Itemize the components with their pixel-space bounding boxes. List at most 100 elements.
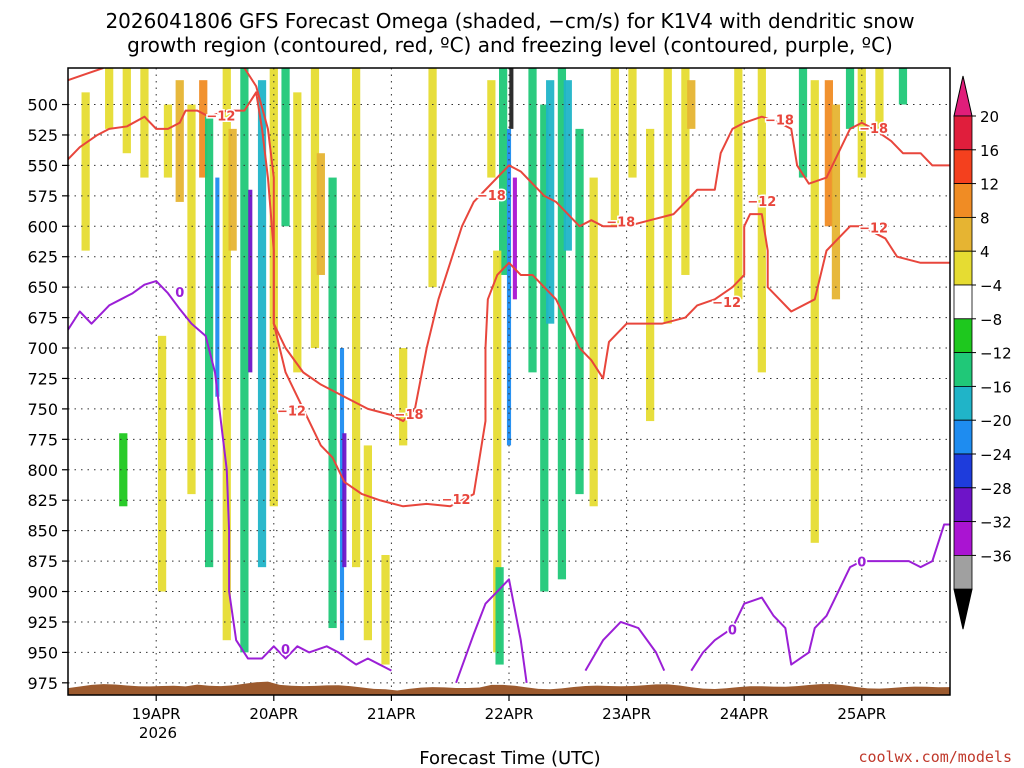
omega-band xyxy=(310,68,320,349)
omega-band xyxy=(610,68,619,227)
omega-band xyxy=(399,348,408,446)
freezing-level-label: 0 xyxy=(728,623,737,638)
dgz-contour-label: −18 xyxy=(477,189,506,204)
freezing-level-label: 0 xyxy=(857,555,866,570)
y-tick-label: 925 xyxy=(27,613,58,632)
y-tick-label: 825 xyxy=(27,491,58,510)
omega-band xyxy=(495,567,504,665)
colorbar-label: −4 xyxy=(980,277,1002,295)
x-axis-label: Forecast Time (UTC) xyxy=(419,748,600,768)
dgz-contour-line xyxy=(68,91,950,508)
omega-band xyxy=(140,68,149,178)
x-tick-label: 19APR xyxy=(132,705,181,723)
y-tick-label: 725 xyxy=(27,369,58,388)
omega-band xyxy=(487,80,496,178)
freezing-level-line xyxy=(690,523,950,672)
omega-band xyxy=(687,80,696,129)
omega-band xyxy=(293,92,302,373)
omega-band xyxy=(228,128,237,251)
dgz-contour-label: −12 xyxy=(712,296,741,311)
colorbar-label: −8 xyxy=(980,311,1002,329)
omega-band xyxy=(105,68,114,129)
omega-band xyxy=(509,68,514,129)
freezing-level-line xyxy=(68,280,392,672)
x-tick-label: 23APR xyxy=(602,705,651,723)
y-tick-label: 625 xyxy=(27,248,58,267)
chart-title-line2: growth region (contoured, red, ºC) and f… xyxy=(127,33,893,57)
colorbar-label: −16 xyxy=(980,378,1012,396)
colorbar-band xyxy=(953,521,973,556)
freezing-level-line xyxy=(584,620,666,672)
omega-band xyxy=(119,433,128,507)
omega-band xyxy=(157,335,167,592)
omega-band xyxy=(281,68,290,227)
colorbar-band xyxy=(953,555,973,590)
x-tick-label: 22APR xyxy=(485,705,534,723)
freezing-level-line xyxy=(455,578,528,684)
omega-band xyxy=(557,68,567,580)
omega-band xyxy=(493,250,502,653)
omega-band xyxy=(363,445,372,641)
colorbar-label: −20 xyxy=(980,412,1012,430)
year-label: 2026 xyxy=(139,724,177,742)
omega-band xyxy=(381,554,390,665)
colorbar-label: −24 xyxy=(980,446,1012,464)
colorbar-label: 16 xyxy=(980,142,999,160)
x-tick-label: 21APR xyxy=(367,705,416,723)
colorbar-band xyxy=(953,352,973,387)
omega-band xyxy=(540,104,549,592)
colorbar-band xyxy=(953,149,973,185)
omega-band xyxy=(163,104,173,178)
omega-band xyxy=(546,80,555,324)
y-tick-label: 800 xyxy=(27,461,58,480)
credit-text: coolwx.com/models xyxy=(858,748,1012,766)
omega-band xyxy=(215,177,220,397)
omega-band xyxy=(663,68,672,324)
omega-band xyxy=(175,80,184,202)
omega-band xyxy=(646,128,655,422)
colorbar-band xyxy=(953,487,973,522)
x-tick-label: 25APR xyxy=(837,705,886,723)
omega-band xyxy=(316,153,325,275)
y-tick-label: 850 xyxy=(27,522,58,541)
omega-band xyxy=(824,80,833,227)
colorbar-top-arrow xyxy=(953,75,973,117)
colorbar-band xyxy=(953,115,973,151)
omega-band xyxy=(339,348,345,641)
omega-band xyxy=(512,177,517,300)
omega-band xyxy=(831,104,841,300)
dgz-contours: −12 −12 −12 −18 −18 −18 −12 −12 −12 −18 −18 xyxy=(68,68,950,510)
y-tick-label: 525 xyxy=(27,126,58,145)
dgz-contour-label: −18 xyxy=(606,216,635,231)
omega-band xyxy=(845,68,855,129)
omega-band xyxy=(589,177,598,507)
freezing-level-label: 0 xyxy=(175,286,184,301)
omega-band xyxy=(506,128,512,446)
colorbar-band xyxy=(953,250,973,286)
omega-band xyxy=(342,433,347,568)
omega-band xyxy=(875,68,884,129)
freezing-level-label: 0 xyxy=(281,643,290,658)
y-tick-label: 550 xyxy=(27,156,58,175)
colorbar-band xyxy=(953,453,973,489)
dgz-contour-label: −12 xyxy=(747,195,776,210)
dgz-contour-line xyxy=(68,68,104,82)
y-tick-label: 775 xyxy=(27,430,58,449)
omega-band xyxy=(122,68,131,154)
colorbar-label: −28 xyxy=(980,480,1012,498)
y-tick-label: 700 xyxy=(27,339,58,358)
colorbar-label: 20 xyxy=(980,108,999,126)
y-tick-label: 875 xyxy=(27,552,58,571)
chart-title-line1: 2026041806 GFS Forecast Omega (shaded, −… xyxy=(105,9,914,33)
omega-band xyxy=(199,80,208,178)
y-tick-label: 975 xyxy=(27,674,58,693)
omega-band xyxy=(563,80,572,251)
y-tick-label: 600 xyxy=(27,217,58,236)
y-tick-label: 900 xyxy=(27,583,58,602)
omega-band xyxy=(575,128,584,495)
omega-band xyxy=(205,116,214,568)
omega-band xyxy=(528,68,537,373)
colorbar-band xyxy=(953,318,973,353)
omega-band xyxy=(810,80,819,543)
